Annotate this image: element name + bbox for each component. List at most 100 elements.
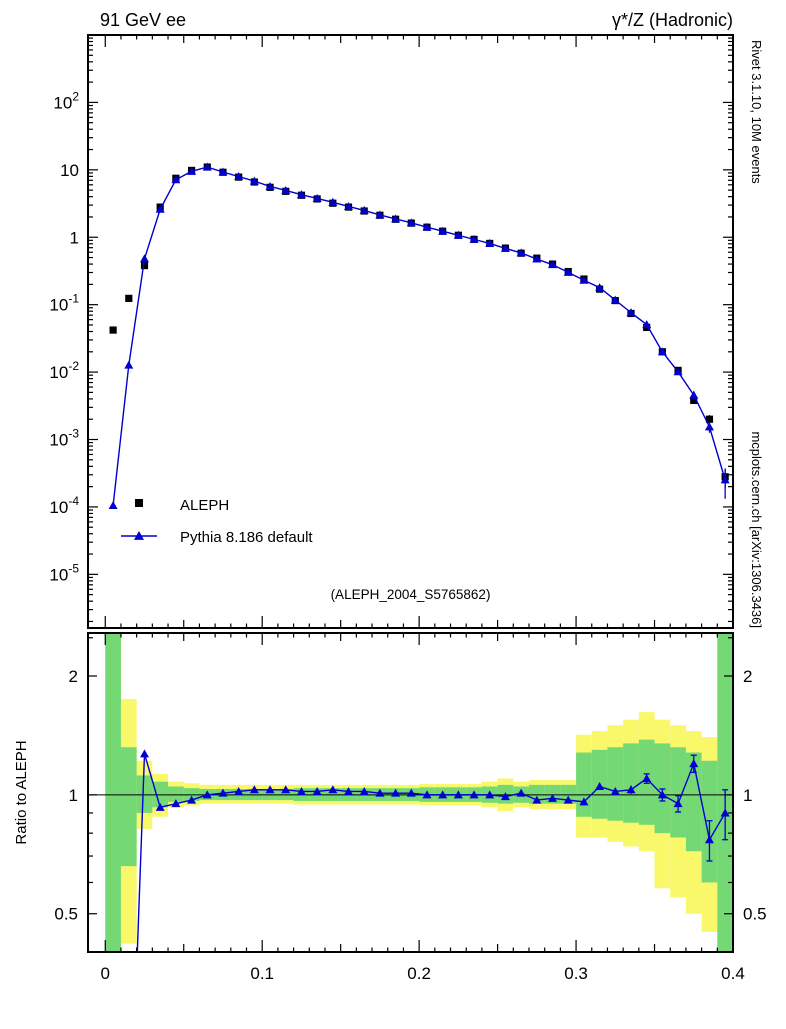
ratio-axis-title: Ratio to ALEPH [13,740,30,844]
mc-point-marker [532,254,542,263]
inner-band-bin [670,747,686,838]
main-y-tick-label: 10 [60,161,79,180]
mc-point-marker [610,295,620,304]
ratio-point-marker [642,774,652,783]
ratio-series [136,749,730,952]
mc-point-marker [359,205,369,214]
legend: ALEPH Pythia 8.186 default [121,497,313,546]
mc-point-marker [657,347,667,356]
ratio-y-tick-label-right: 0.5 [743,905,767,924]
mc-point-marker [500,243,510,252]
ratio-point-marker [689,759,699,768]
ratio-point-marker [563,795,573,804]
ratio-line [136,753,726,952]
pythia-curve [108,162,730,510]
mc-point-marker [265,181,275,190]
ratio-point-marker [344,786,354,795]
ratio-point-marker [391,788,401,797]
data-point-marker [125,294,133,302]
main-y-tick-label: 10-4 [49,494,79,517]
main-y-tick-label: 10-3 [49,427,79,450]
mc-point-marker [516,248,526,257]
inner-band-bin [168,786,184,802]
ratio-frame [87,632,734,953]
ratio-y-tick-label-right: 1 [743,786,752,805]
mc-point-marker [704,422,714,431]
legend-marker-aleph [135,499,143,507]
ratio-point-marker [375,788,385,797]
ratio-point-marker [704,835,714,844]
legend-label-pythia: Pythia 8.186 default [180,529,313,546]
mc-point-marker [720,475,730,484]
mcplots-note: mcplots.cern.ch [arXiv:1306.3436] [749,431,764,628]
ratio-point-marker [579,797,589,806]
beam-energy-label: 91 GeV ee [100,10,186,30]
ratio-y-tick-label-left: 1 [69,786,78,805]
mc-point-marker [249,176,259,185]
uncertainty-bands [105,633,733,952]
mc-point-marker [438,226,448,235]
mc-point-marker [171,175,181,184]
ratio-point-marker [265,785,275,794]
inner-band-bin [623,743,639,823]
ratio-y-tick-label-right: 2 [743,667,752,686]
ratio-point-marker [469,790,479,799]
legend-marker-pythia [134,531,144,540]
mc-line [112,166,726,506]
ratio-point-marker [281,785,291,794]
ratio-point-marker [406,788,416,797]
mc-point-marker [626,308,636,317]
main-y-tick-label: 10-2 [49,359,79,382]
legend-label-aleph: ALEPH [180,497,229,514]
ratio-point-marker [234,786,244,795]
ratio-point-marker [720,808,730,817]
mc-point-marker [548,260,558,269]
ratio-point-marker [626,785,636,794]
x-tick-label: 0.3 [564,964,588,983]
mc-point-marker [391,214,401,223]
ratio-point-marker [249,785,259,794]
mc-point-marker [296,190,306,199]
mc-point-marker [187,166,197,175]
ratio-point-marker [438,790,448,799]
ratio-point-marker [532,795,542,804]
mc-point-marker [642,320,652,329]
ratio-point-marker [312,786,322,795]
ratio-point-marker [328,785,338,794]
mc-point-marker [124,360,134,369]
ratio-point-marker [218,788,228,797]
mc-point-marker [234,172,244,181]
mc-point-marker [328,197,338,206]
ratio-point-marker [673,799,683,808]
ratio-point-marker [187,795,197,804]
mc-point-marker [422,222,432,231]
mc-point-marker [375,210,385,219]
mc-point-marker [406,218,416,227]
data-point-marker [109,326,117,334]
mc-point-marker [281,185,291,194]
ratio-point-marker [516,788,526,797]
x-tick-label: 0.1 [250,964,274,983]
process-label: γ*/Z (Hadronic) [612,10,733,30]
ratio-point-marker [548,793,558,802]
inner-band-bin [576,752,592,817]
mc-point-marker [485,238,495,247]
mc-point-marker [218,167,228,176]
ratio-point-marker [296,786,306,795]
ratio-y-tick-label-left: 0.5 [54,905,78,924]
ratio-point-marker [485,790,495,799]
main-y-tick-label: 1 [70,228,79,247]
mc-point-marker [344,201,354,210]
main-y-tick-label: 10-5 [49,561,79,584]
inner-band-bin [120,747,137,867]
mc-point-marker [139,254,149,263]
inner-band-bin [607,747,624,821]
ratio-point-marker [202,790,212,799]
x-tick-label: 0 [101,964,110,983]
ratio-point-marker [171,799,181,808]
inner-band-bin [654,743,671,834]
ratio-y-tick-label-left: 2 [69,667,78,686]
ratio-point-marker [359,786,369,795]
data-point-marker [705,415,714,423]
mc-point-marker [202,162,212,171]
